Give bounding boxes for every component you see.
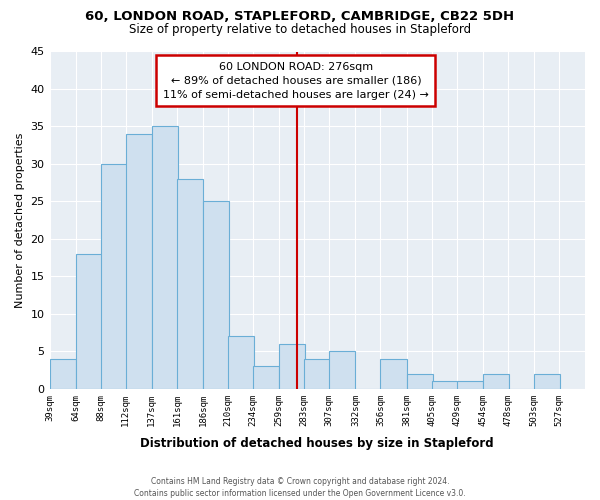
Bar xyxy=(431,382,458,389)
Y-axis label: Number of detached properties: Number of detached properties xyxy=(15,132,25,308)
Text: 60 LONDON ROAD: 276sqm
← 89% of detached houses are smaller (186)
11% of semi-de: 60 LONDON ROAD: 276sqm ← 89% of detached… xyxy=(163,62,429,100)
Bar xyxy=(457,382,483,389)
Bar xyxy=(253,366,279,389)
Text: 60, LONDON ROAD, STAPLEFORD, CAMBRIDGE, CB22 5DH: 60, LONDON ROAD, STAPLEFORD, CAMBRIDGE, … xyxy=(85,10,515,23)
Bar xyxy=(50,359,76,389)
Bar xyxy=(126,134,152,389)
Bar xyxy=(329,352,355,389)
Bar xyxy=(177,179,203,389)
Bar xyxy=(534,374,560,389)
Bar xyxy=(380,359,407,389)
Bar xyxy=(304,359,331,389)
X-axis label: Distribution of detached houses by size in Stapleford: Distribution of detached houses by size … xyxy=(140,437,494,450)
Bar xyxy=(279,344,305,389)
Bar xyxy=(228,336,254,389)
Bar xyxy=(76,254,102,389)
Bar xyxy=(203,202,229,389)
Text: Contains HM Land Registry data © Crown copyright and database right 2024.
Contai: Contains HM Land Registry data © Crown c… xyxy=(134,476,466,498)
Bar xyxy=(483,374,509,389)
Text: Size of property relative to detached houses in Stapleford: Size of property relative to detached ho… xyxy=(129,22,471,36)
Bar xyxy=(407,374,433,389)
Bar xyxy=(101,164,127,389)
Bar xyxy=(152,126,178,389)
